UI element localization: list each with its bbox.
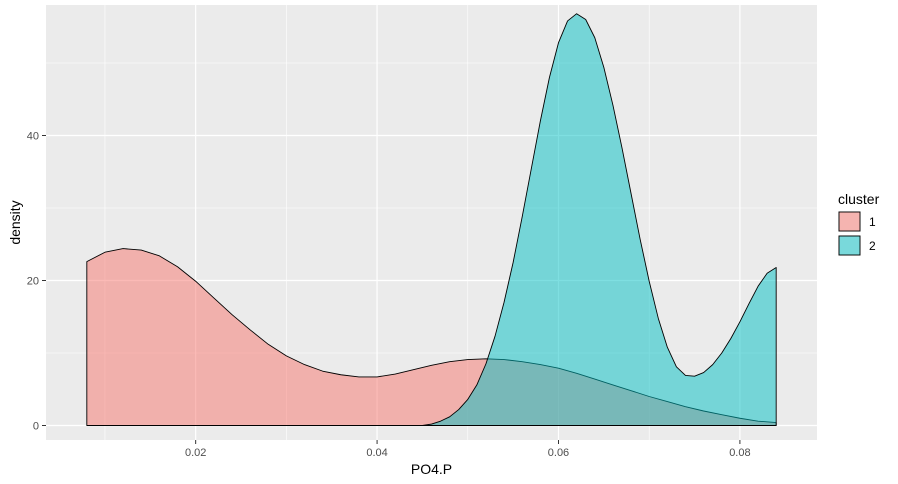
x-axis-title: PO4.P — [411, 461, 452, 477]
y-tick-label: 40 — [27, 131, 39, 143]
x-tick-label: 0.02 — [185, 447, 206, 459]
x-tick-label: 0.08 — [729, 447, 750, 459]
y-tick-label: 0 — [33, 421, 39, 433]
legend-key-cluster-2 — [838, 235, 861, 256]
x-tick-label: 0.06 — [548, 447, 569, 459]
x-tick-label: 0.04 — [366, 447, 387, 459]
legend: cluster 1 2 — [838, 191, 880, 256]
minor-gridlines — [46, 5, 817, 440]
y-axis-title: density — [7, 200, 23, 244]
legend-label-cluster-2: 2 — [869, 239, 876, 253]
y-tick-label: 20 — [27, 276, 39, 288]
density-area-cluster-2 — [421, 13, 777, 426]
density-areas — [86, 13, 777, 426]
legend-key-cluster-1 — [838, 211, 861, 232]
legend-title: cluster — [838, 191, 880, 207]
x-axis-ticks: 0.02 0.04 0.06 0.08 — [185, 440, 751, 459]
legend-label-cluster-1: 1 — [869, 215, 876, 229]
y-axis-ticks: 0 20 40 — [27, 131, 46, 433]
